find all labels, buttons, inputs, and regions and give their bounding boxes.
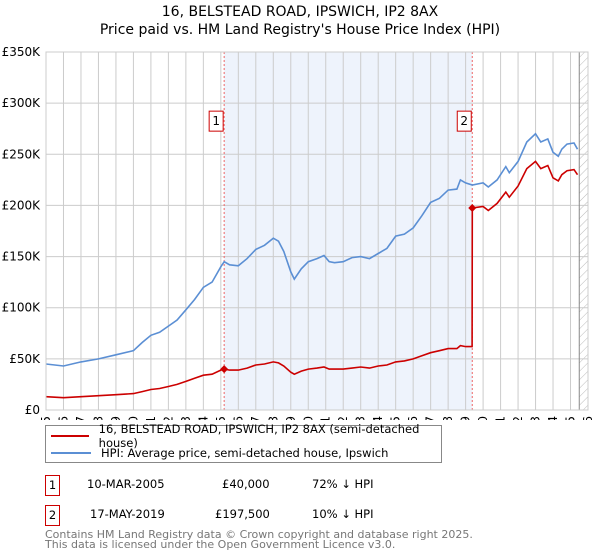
y-tick-label: £50K xyxy=(9,352,41,366)
transaction-price: £40,000 xyxy=(222,477,270,491)
x-tick-label: 2026 xyxy=(581,416,595,420)
hpi-line xyxy=(45,132,579,367)
x-tick-label: 1996 xyxy=(56,416,70,420)
y-tick-label: £200K xyxy=(2,198,42,212)
legend-item-hpi: HPI: Average price, semi-detached house,… xyxy=(51,445,388,461)
x-tick-label: 2016 xyxy=(406,416,420,420)
footer: Contains HM Land Registry data © Crown c… xyxy=(45,528,473,551)
forecast-hatch xyxy=(579,52,588,410)
x-tick-label: 2006 xyxy=(231,416,245,420)
sale-point xyxy=(468,203,477,212)
x-tick-label: 1995 xyxy=(39,416,53,420)
x-tick-label: 2002 xyxy=(161,416,175,420)
y-tick-label: £150K xyxy=(2,250,42,264)
y-tick-label: £100K xyxy=(2,301,42,315)
annotation-box xyxy=(208,110,224,132)
price-chart: 19951996 19971998 19992000 20012002 20032004… xyxy=(2,45,595,420)
transaction-date: 10-MAR-2005 xyxy=(87,477,165,491)
property-price-line xyxy=(45,160,579,399)
legend-item-property: 16, BELSTEAD ROAD, IPSWICH, IP2 8AX (sem… xyxy=(51,422,441,450)
x-tick-label: 2024 xyxy=(546,416,560,420)
x-tick-label: 2008 xyxy=(266,416,280,420)
x-tick-label: 2023 xyxy=(529,416,543,420)
x-tick-label: 2017 xyxy=(424,416,438,420)
y-tick-label: £0 xyxy=(25,403,40,417)
x-tick-label: 2012 xyxy=(336,416,350,420)
y-tick-label: £300K xyxy=(2,96,42,110)
x-tick-label: 2014 xyxy=(371,416,385,420)
transaction-hpi-diff: 10% ↓ HPI xyxy=(312,507,374,521)
transaction-row: 2 17-MAY-2019 £197,500 10% ↓ HPI xyxy=(45,505,445,526)
x-tick-label: 2022 xyxy=(511,416,525,420)
y-tick-label: £350K xyxy=(2,45,42,59)
legend-label: HPI: Average price, semi-detached house,… xyxy=(101,446,389,460)
x-tick-label: 2019 xyxy=(459,416,473,420)
legend-label: 16, BELSTEAD ROAD, IPSWICH, IP2 8AX (sem… xyxy=(98,422,420,450)
x-tick-label: 2015 xyxy=(389,416,403,420)
x-tick-label: 2013 xyxy=(354,416,368,420)
x-tick-label: 2000 xyxy=(126,416,140,420)
annotation-label: 1 xyxy=(212,114,220,128)
chart-subtitle: Price paid vs. HM Land Registry's House … xyxy=(99,22,501,38)
x-tick-label: 2011 xyxy=(319,416,333,420)
x-tick-label: 2004 xyxy=(196,416,210,420)
x-tick-label: 2021 xyxy=(494,416,508,420)
x-tick-label: 2003 xyxy=(179,416,193,420)
x-tick-label: 2001 xyxy=(144,416,158,420)
x-tick-label: 2020 xyxy=(476,416,490,420)
legend-line-red xyxy=(51,435,89,437)
legend: 16, BELSTEAD ROAD, IPSWICH, IP2 8AX (sem… xyxy=(45,422,442,463)
marker-badge: 1 xyxy=(45,475,60,496)
chart-title: 16, BELSTEAD ROAD, IPSWICH, IP2 8AX xyxy=(161,4,439,20)
plot-border xyxy=(45,51,589,411)
footer-line: Contains HM Land Registry data © Crown c… xyxy=(45,528,473,541)
shaded-period xyxy=(224,52,473,410)
x-tick-label: 1999 xyxy=(109,416,123,420)
transaction-row: 1 10-MAR-2005 £40,000 72% ↓ HPI xyxy=(45,475,445,496)
marker-badge: 2 xyxy=(45,505,60,526)
transaction-date: 17-MAY-2019 xyxy=(90,507,165,521)
y-tick-label: £250K xyxy=(2,147,42,161)
footer-line: This data is licensed under the Open Gov… xyxy=(45,538,396,551)
x-tick-label: 2009 xyxy=(284,416,298,420)
x-tick-label: 2018 xyxy=(441,416,455,420)
annotation-label: 2 xyxy=(460,114,468,128)
x-tick-label: 2005 xyxy=(214,416,228,420)
x-tick-label: 2010 xyxy=(301,416,315,420)
annotation-box xyxy=(456,110,472,132)
transaction-price: £197,500 xyxy=(215,507,270,521)
x-tick-label: 1998 xyxy=(91,416,105,420)
legend-line-blue xyxy=(51,452,91,454)
transaction-hpi-diff: 72% ↓ HPI xyxy=(312,477,374,491)
x-tick-label: 2007 xyxy=(249,416,263,420)
x-tick-label: 2025 xyxy=(564,416,578,420)
x-tick-label: 1997 xyxy=(74,416,88,420)
sale-point xyxy=(220,365,229,374)
